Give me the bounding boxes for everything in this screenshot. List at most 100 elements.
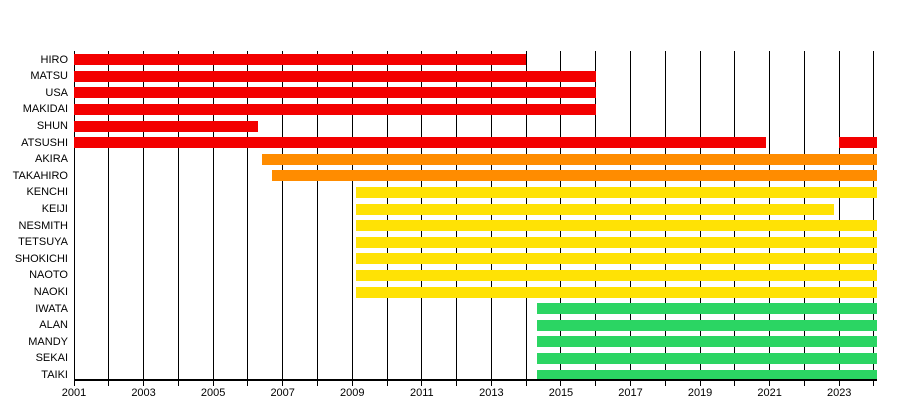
member-name-label: KENCHI [26, 186, 68, 199]
x-axis-tick [212, 381, 214, 386]
member-name-label: NESMITH [18, 219, 69, 232]
year-gridline [73, 51, 75, 380]
x-axis-tick [456, 381, 458, 386]
membership-bar [74, 137, 767, 149]
membership-bar [355, 186, 878, 198]
membership-bar [261, 153, 878, 165]
member-name-label: HIRO [40, 53, 69, 66]
membership-bar [355, 253, 878, 265]
year-gridline [734, 51, 736, 380]
x-axis-tick [143, 381, 145, 386]
year-gridline [490, 51, 492, 380]
year-gridline [421, 51, 423, 380]
x-axis-tick-label: 2019 [687, 387, 713, 399]
x-axis-tick [769, 381, 771, 386]
x-axis-tick [873, 381, 875, 386]
membership-bar [355, 269, 878, 281]
membership-bar [536, 319, 878, 331]
year-gridline [803, 51, 805, 380]
year-gridline [351, 51, 353, 380]
member-name-label: ALAN [39, 319, 68, 332]
year-gridline [664, 51, 666, 380]
membership-bar [355, 220, 878, 232]
year-gridline [212, 51, 214, 380]
year-gridline [247, 51, 249, 380]
year-gridline [525, 51, 527, 380]
x-axis-tick-label: 2005 [200, 387, 226, 399]
year-gridline [838, 51, 840, 380]
x-axis-tick [699, 381, 701, 386]
x-axis-tick [734, 381, 736, 386]
member-name-label: USA [45, 86, 68, 99]
membership-bar [536, 336, 878, 348]
x-axis-tick [421, 381, 423, 386]
x-axis-tick-label: 2001 [61, 387, 87, 399]
member-name-label: KEIJI [41, 203, 68, 215]
member-name-label: AKIRA [34, 153, 68, 166]
year-gridline [386, 51, 388, 380]
membership-bar [536, 303, 878, 315]
member-name-label: NAOTO [29, 269, 68, 282]
year-gridline [316, 51, 318, 380]
year-gridline [108, 51, 110, 380]
member-name-label: MANDY [28, 335, 68, 348]
x-axis-tick [803, 381, 805, 386]
membership-bar [74, 120, 259, 132]
x-axis-tick [525, 381, 527, 386]
member-name-label: NAOKI [33, 286, 68, 298]
member-name-label: ATSUSHI [21, 136, 68, 149]
member-name-label: TAIKI [41, 369, 68, 381]
year-gridline [282, 51, 284, 380]
year-gridline [630, 51, 632, 380]
year-gridline [456, 51, 458, 380]
membership-bar [536, 352, 878, 364]
x-axis-tick-label: 2013 [479, 387, 504, 399]
member-name-label: TAKAHIRO [12, 169, 68, 182]
membership-bar [74, 87, 596, 99]
x-axis-tick-label: 2021 [757, 387, 782, 399]
x-axis-tick [108, 381, 110, 386]
x-axis-tick [630, 381, 632, 386]
x-axis-tick [490, 381, 492, 386]
x-axis-tick-label: 2007 [270, 387, 295, 399]
year-gridline [177, 51, 179, 380]
x-axis-tick [560, 381, 562, 386]
member-name-label: SHUN [36, 120, 68, 132]
x-axis-tick-label: 2023 [826, 387, 852, 399]
membership-bar [74, 70, 596, 82]
year-gridline [560, 51, 562, 380]
membership-bar [355, 236, 878, 248]
year-gridline [699, 51, 701, 380]
membership-bar [74, 54, 527, 66]
x-axis-tick [386, 381, 388, 386]
year-gridline [595, 51, 597, 380]
membership-bar [74, 103, 596, 115]
x-axis-tick-label: 2017 [618, 387, 643, 399]
x-axis-tick-label: 2009 [340, 387, 365, 399]
x-axis-tick [177, 381, 179, 386]
x-axis-tick [664, 381, 666, 386]
x-axis-tick-label: 2003 [131, 387, 156, 399]
member-name-label: SHOKICHI [14, 252, 68, 265]
x-axis-line [74, 379, 878, 381]
membership-bar [839, 137, 878, 149]
membership-bar [536, 369, 878, 381]
year-gridline [769, 51, 771, 380]
membership-bar [355, 286, 878, 298]
x-axis-tick [351, 381, 353, 386]
year-gridline [143, 51, 145, 380]
year-gridline [873, 51, 875, 380]
x-axis-tick-label: 2015 [548, 387, 574, 399]
member-name-label: SEKAI [35, 352, 68, 365]
x-axis-tick [282, 381, 284, 386]
membership-bar [355, 203, 834, 215]
x-axis-tick [247, 381, 249, 386]
member-name-label: TETSUYA [18, 236, 68, 249]
member-name-label: MATSU [30, 70, 68, 83]
x-axis-tick [316, 381, 318, 386]
x-axis-tick [838, 381, 840, 386]
x-axis-tick [73, 381, 75, 386]
membership-bar [272, 170, 878, 182]
member-name-label: MAKIDAI [22, 103, 68, 116]
